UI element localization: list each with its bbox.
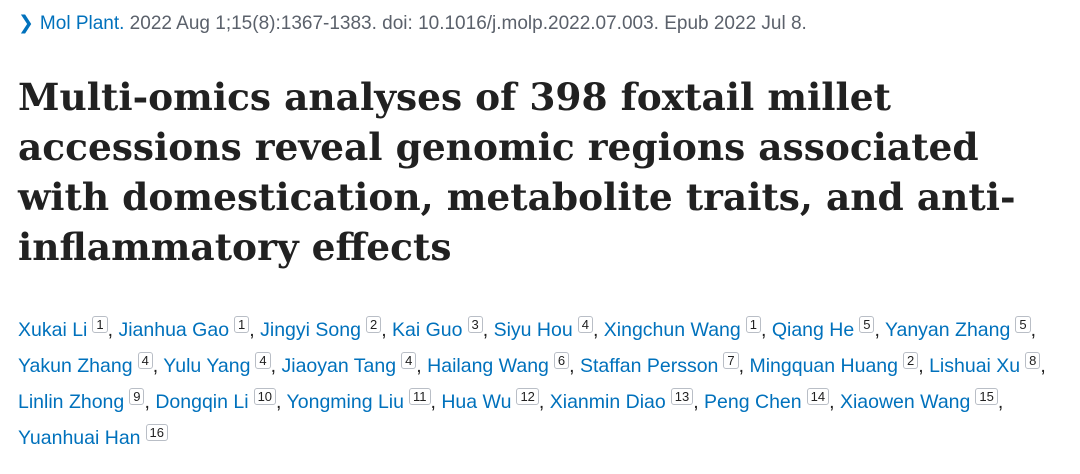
author-separator: , [381, 319, 387, 341]
author-separator: , [738, 355, 745, 377]
affiliation-badge[interactable]: 8 [1025, 352, 1041, 369]
author-item: Hailang Wang 6, [427, 352, 575, 377]
author-separator: , [270, 355, 277, 377]
author-item: Siyu Hou 4, [493, 316, 599, 341]
author-separator: , [538, 391, 545, 413]
author-name-link[interactable]: Hailang Wang [427, 355, 549, 377]
affiliation-badge[interactable]: 13 [670, 388, 694, 405]
author-name-link[interactable]: Yongming Liu [286, 391, 404, 413]
affiliation-badge[interactable]: 6 [553, 352, 570, 369]
author-separator: , [152, 355, 159, 377]
author-separator: , [997, 391, 1004, 413]
author-item: Jingyi Song 2, [260, 316, 387, 341]
author-name-link[interactable]: Siyu Hou [493, 319, 573, 341]
author-separator: , [249, 319, 255, 341]
author-separator: , [592, 319, 599, 341]
author-item: Xukai Li 1, [18, 316, 114, 341]
author-name-link[interactable]: Jianhua Gao [118, 319, 230, 341]
citation-details: 2022 Aug 1;15(8):1367-1383. doi: 10.1016… [124, 13, 807, 34]
citation-line: ❯ Mol Plant. 2022 Aug 1;15(8):1367-1383. … [18, 10, 807, 38]
author-name-link[interactable]: Yakun Zhang [18, 355, 133, 377]
author-name-link[interactable]: Xiaowen Wang [839, 391, 971, 413]
author-separator: , [918, 355, 924, 377]
affiliation-badge[interactable]: 4 [401, 352, 417, 369]
author-item: Kai Guo 3, [392, 316, 489, 341]
author-item: Hua Wu 12, [441, 388, 545, 413]
author-item: Xianmin Diao 13, [549, 388, 699, 413]
author-list: Xukai Li 1, Jianhua Gao 1, Jingyi Song 2, K… [18, 312, 1068, 456]
author-name-link[interactable]: Staffan Persson [579, 355, 719, 377]
journal-link[interactable]: Mol Plant. [39, 13, 125, 34]
author-separator: , [107, 319, 114, 341]
author-item: Lishuai Xu 8, [929, 352, 1046, 377]
affiliation-badge[interactable]: 2 [903, 352, 919, 369]
author-name-link[interactable]: Xingchun Wang [603, 319, 741, 341]
affiliation-badge[interactable]: 11 [409, 388, 431, 405]
chevron-right-icon[interactable]: ❯ [18, 13, 34, 34]
author-separator: , [482, 319, 489, 341]
author-item: Yulu Yang 4, [163, 352, 277, 377]
author-name-link[interactable]: Dongqin Li [155, 391, 249, 413]
author-separator: , [693, 391, 699, 413]
author-separator: , [874, 319, 880, 341]
author-name-link[interactable]: Qiang He [771, 319, 855, 341]
author-separator: , [1040, 355, 1046, 377]
author-name-link[interactable]: Xukai Li [18, 319, 88, 341]
author-separator: , [430, 391, 436, 413]
affiliation-badge[interactable]: 4 [577, 316, 593, 333]
author-name-link[interactable]: Linlin Zhong [18, 391, 125, 413]
affiliation-badge[interactable]: 16 [145, 424, 168, 441]
affiliation-badge[interactable]: 1 [745, 316, 761, 333]
author-item: Linlin Zhong 9, [18, 388, 150, 413]
author-separator: , [276, 391, 282, 413]
affiliation-badge[interactable]: 5 [1015, 316, 1031, 333]
author-separator: , [416, 355, 422, 377]
author-name-link[interactable]: Yuanhuai Han [18, 427, 141, 449]
affiliation-badge[interactable]: 15 [975, 388, 998, 405]
author-separator: , [144, 391, 150, 413]
affiliation-badge[interactable]: 14 [806, 388, 830, 405]
author-item: Yuanhuai Han 16 [18, 424, 168, 449]
author-separator: , [829, 391, 835, 413]
affiliation-badge[interactable]: 9 [129, 388, 145, 405]
author-name-link[interactable]: Peng Chen [704, 391, 802, 413]
author-name-link[interactable]: Yanyan Zhang [884, 319, 1011, 341]
author-name-link[interactable]: Xianmin Diao [549, 391, 666, 413]
author-name-link[interactable]: Hua Wu [441, 391, 512, 413]
author-item: Xingchun Wang 1, [603, 316, 767, 341]
author-item: Staffan Persson 7, [579, 352, 745, 377]
affiliation-badge[interactable]: 5 [859, 316, 875, 333]
author-separator: , [760, 319, 767, 341]
author-separator: , [569, 355, 575, 377]
author-item: Xiaowen Wang 15, [839, 388, 1004, 413]
author-item: Mingquan Huang 2, [749, 352, 924, 377]
affiliation-badge[interactable]: 3 [467, 316, 483, 333]
author-separator: , [1030, 319, 1036, 341]
author-item: Jianhua Gao 1, [118, 316, 255, 341]
author-name-link[interactable]: Mingquan Huang [749, 355, 898, 377]
author-item: Yakun Zhang 4, [18, 352, 159, 377]
author-item: Jiaoyan Tang 4, [281, 352, 422, 377]
affiliation-badge[interactable]: 2 [365, 316, 382, 333]
author-name-link[interactable]: Jingyi Song [260, 319, 361, 341]
article-title: Multi-omics analyses of 398 foxtail mill… [18, 75, 1016, 269]
affiliation-badge[interactable]: 1 [92, 316, 108, 333]
affiliation-badge[interactable]: 7 [723, 352, 739, 369]
author-item: Yanyan Zhang 5, [884, 316, 1036, 341]
author-name-link[interactable]: Kai Guo [392, 319, 463, 341]
author-name-link[interactable]: Yulu Yang [163, 355, 251, 377]
author-name-link[interactable]: Lishuai Xu [929, 355, 1021, 377]
affiliation-badge[interactable]: 1 [234, 316, 250, 333]
author-item: Qiang He 5, [771, 316, 880, 341]
affiliation-badge[interactable]: 4 [137, 352, 153, 369]
author-item: Peng Chen 14, [704, 388, 835, 413]
affiliation-badge[interactable]: 10 [253, 388, 277, 405]
author-item: Yongming Liu 11, [286, 388, 436, 413]
affiliation-badge[interactable]: 4 [255, 352, 271, 369]
author-item: Dongqin Li 10, [155, 388, 282, 413]
author-name-link[interactable]: Jiaoyan Tang [281, 355, 397, 377]
affiliation-badge[interactable]: 12 [516, 388, 539, 405]
